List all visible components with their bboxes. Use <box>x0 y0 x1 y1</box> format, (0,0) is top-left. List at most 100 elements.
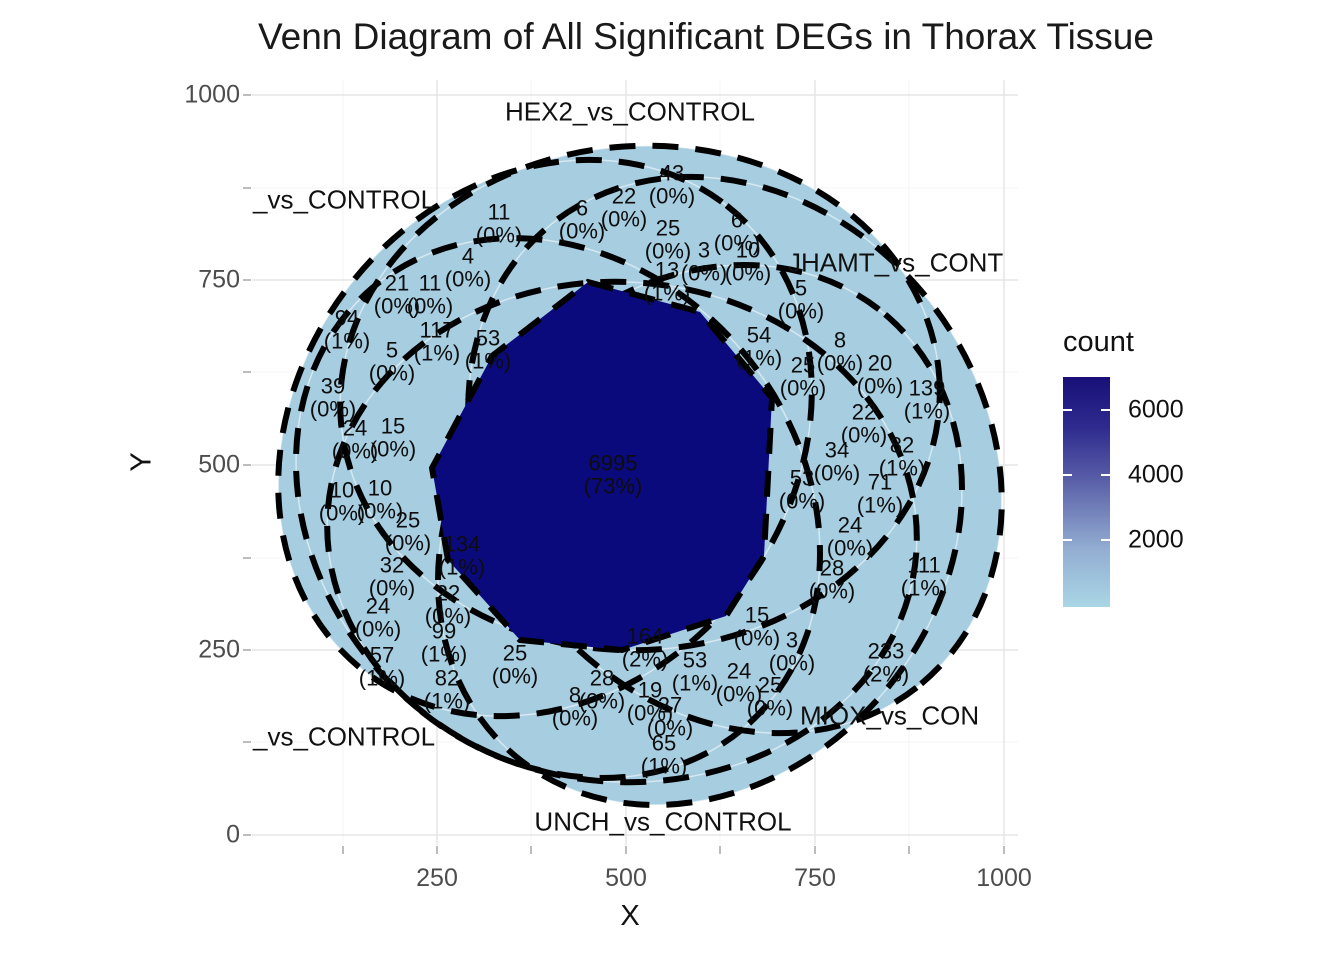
legend-tick-label: 2000 <box>1128 525 1184 554</box>
y-axis-tick-label: 250 <box>198 635 240 664</box>
region-count-label: 19 (0%) <box>627 679 673 724</box>
region-count-label: 15 (0%) <box>734 604 780 649</box>
region-count-percent: (0%) <box>779 375 827 400</box>
region-count-percent: (0%) <box>713 230 761 255</box>
region-count-label: 25 (0%) <box>780 354 826 399</box>
plot-title: Venn Diagram of All Significant DEGs in … <box>258 16 1154 57</box>
region-count-value: 4 <box>461 243 475 269</box>
region-count-label: 65 (1%) <box>641 732 687 777</box>
region-count-label: 6995 (73%) <box>584 452 643 497</box>
region-count-label: 53 (0%) <box>779 467 825 512</box>
region-count-value: 53 <box>682 647 708 673</box>
region-count-percent: (0%) <box>808 578 856 603</box>
region-count-label: 15 (0%) <box>370 415 416 460</box>
region-count-value: 8 <box>568 682 582 708</box>
region-count-percent: (0%) <box>354 616 402 641</box>
legend-tick-label: 4000 <box>1128 460 1184 489</box>
region-count-label: 57 (1%) <box>359 644 405 689</box>
region-count-value: 5 <box>385 337 399 363</box>
region-count-percent: (0%) <box>373 293 421 318</box>
x-axis-tick <box>625 846 627 854</box>
y-axis-tick <box>243 649 251 651</box>
region-count-label: 11 (0%) <box>407 272 453 317</box>
region-count-percent: (1%) <box>423 688 471 713</box>
region-count-label: 24 (0%) <box>355 595 401 640</box>
region-count-percent: (0%) <box>424 603 472 628</box>
region-count-label: 25 (0%) <box>492 642 538 687</box>
region-count-label: 53 (1%) <box>672 649 718 694</box>
region-count-percent: (2%) <box>621 646 669 671</box>
y-axis-tick-label: 500 <box>198 450 240 479</box>
region-count-label: 134 (1%) <box>439 533 485 578</box>
region-count-label: 10 (0%) <box>725 239 771 284</box>
region-count-value: 34 <box>824 437 850 463</box>
y-axis-tick <box>243 279 251 281</box>
y-axis-tick <box>243 557 251 559</box>
x-axis-tick <box>1003 846 1005 854</box>
region-count-percent: (0%) <box>777 298 825 323</box>
region-count-label: 71 (1%) <box>857 471 903 516</box>
venn-labels-layer: 6995 (73%) 43 (0%) 22 (0%) 6 (0%) 25 (0%) 6 (0%) 11(… <box>252 80 1018 845</box>
region-count-percent: (0%) <box>648 183 696 208</box>
y-axis-tick <box>243 187 251 189</box>
region-count-percent: (0%) <box>733 625 781 650</box>
set-label: _vs_CONTROL <box>253 721 436 752</box>
legend-tick-mark <box>1101 539 1110 541</box>
x-axis-tick <box>814 846 816 854</box>
region-count-value: 53 <box>475 325 501 351</box>
region-count-value: 22 <box>851 399 877 425</box>
y-axis-tick <box>243 834 251 836</box>
region-count-percent: (1%) <box>878 455 926 480</box>
region-count-label: 53 (1%) <box>465 327 511 372</box>
region-count-percent: (1%) <box>438 554 486 579</box>
region-count-percent: (0%) <box>644 238 692 263</box>
region-count-value: 15 <box>380 413 406 439</box>
region-count-percent: (0%) <box>444 266 492 291</box>
region-count-percent: (1%) <box>358 665 406 690</box>
region-count-value: 43 <box>659 160 685 186</box>
region-count-percent: (1%) <box>856 492 904 517</box>
region-count-percent: (0%) <box>778 488 826 513</box>
region-count-percent: (0%) <box>369 436 417 461</box>
region-count-percent: (2%) <box>862 661 910 686</box>
region-count-label: 10 (0%) <box>319 479 365 524</box>
region-count-value: 6995 <box>588 450 638 476</box>
region-count-percent: (0%) <box>600 206 648 231</box>
region-count-percent: (1%) <box>413 340 461 365</box>
region-count-label: 20 (0%) <box>857 352 903 397</box>
region-count-value: 27 <box>657 692 683 718</box>
region-count-value: 94 <box>334 305 360 331</box>
legend-tick-mark <box>1101 409 1110 411</box>
region-count-label: 54 (1%) <box>736 324 782 369</box>
region-count-percent: (1%) <box>640 753 688 778</box>
region-count-value: 82 <box>434 665 460 691</box>
region-count-percent: (0%) <box>578 688 626 713</box>
region-count-percent: (0%) <box>856 373 904 398</box>
region-count-value: 25 <box>655 215 681 241</box>
region-count-value: 24 <box>726 658 752 684</box>
region-count-value: 11 <box>487 199 511 225</box>
region-count-percent: (0%) <box>816 350 864 375</box>
set-ellipse-outline <box>465 173 1005 737</box>
region-count-label: 28 (0%) <box>579 667 625 712</box>
region-count-label: 22 (0%) <box>425 582 471 627</box>
x-axis-tick <box>342 846 344 854</box>
region-count-label: 13 (1%) <box>644 259 690 304</box>
region-count-label: 22 (0%) <box>601 185 647 230</box>
legend-tick-mark <box>1063 409 1072 411</box>
region-count-percent: (0%) <box>746 695 794 720</box>
y-axis-tick-label: 750 <box>198 265 240 294</box>
center-intersection-region <box>428 278 776 654</box>
region-count-value: 10 <box>735 237 761 263</box>
region-count-value: 25 <box>502 640 528 666</box>
region-count-percent: (0%) <box>406 293 454 318</box>
region-count-label: 8 (0%) <box>817 329 863 374</box>
region-count-value: 19 <box>637 677 663 703</box>
region-count-label: 82 (1%) <box>424 667 470 712</box>
set-label: _vs_CONTROL <box>253 184 436 215</box>
set-label: HEX2_vs_CONTROL <box>505 96 755 127</box>
plot-panel: 6995 (73%) 43 (0%) 22 (0%) 6 (0%) 25 (0%) 6 (0%) 11(… <box>252 80 1018 845</box>
region-count-value: 28 <box>589 665 615 691</box>
region-count-label: 5 (0%) <box>778 277 824 322</box>
region-count-value: 99 <box>431 618 457 644</box>
